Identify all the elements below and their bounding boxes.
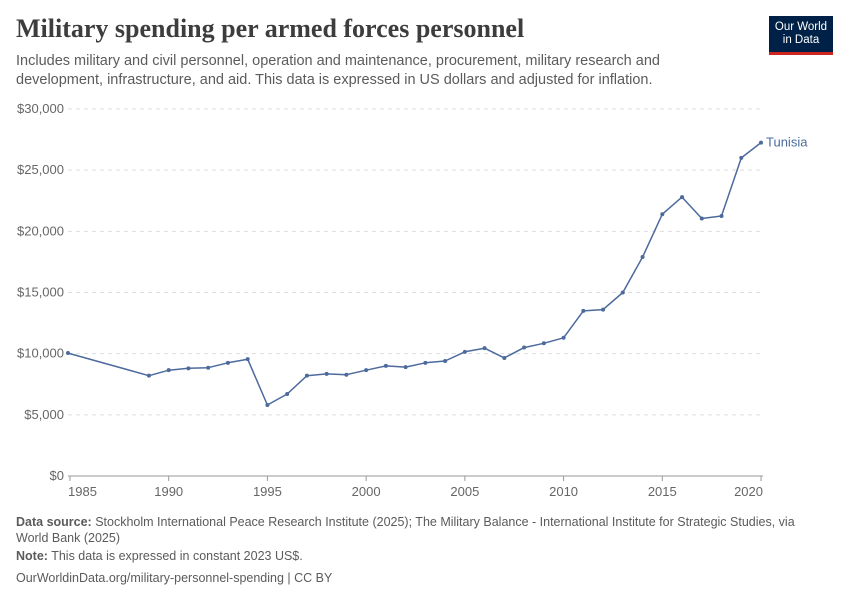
x-tick-label: 1990 xyxy=(154,484,183,499)
data-point xyxy=(561,335,566,340)
data-source-label: Data source: xyxy=(16,515,92,529)
y-tick-label: $20,000 xyxy=(17,223,64,238)
data-point xyxy=(403,365,408,370)
data-point xyxy=(719,214,724,219)
data-point xyxy=(620,290,625,295)
data-point xyxy=(324,371,329,376)
logo-line-2: in Data xyxy=(782,34,820,46)
data-point xyxy=(699,216,704,221)
y-tick-label: $5,000 xyxy=(24,407,64,422)
data-source: Data source: Stockholm International Pea… xyxy=(16,514,816,546)
data-point xyxy=(186,366,191,371)
data-point xyxy=(245,357,250,362)
data-point xyxy=(225,360,230,365)
x-tick-label: 2010 xyxy=(549,484,578,499)
data-point xyxy=(660,212,665,217)
x-tick-label: 1995 xyxy=(253,484,282,499)
data-point xyxy=(739,155,744,160)
data-point xyxy=(680,195,685,200)
y-tick-label: $30,000 xyxy=(17,101,64,116)
data-point xyxy=(344,372,349,377)
chart-title: Military spending per armed forces perso… xyxy=(16,14,525,43)
data-point xyxy=(482,346,487,351)
data-point xyxy=(541,341,546,346)
y-tick-label: $25,000 xyxy=(17,162,64,177)
x-tick-label: 2015 xyxy=(648,484,677,499)
data-point xyxy=(285,392,290,397)
owid-logo[interactable]: Our World in Data xyxy=(769,16,833,55)
data-point xyxy=(581,308,586,313)
data-point xyxy=(383,363,388,368)
data-point xyxy=(146,373,151,378)
data-point xyxy=(423,360,428,365)
data-point xyxy=(640,255,645,260)
data-point xyxy=(502,355,507,360)
logo-line-1: Our World xyxy=(774,21,828,33)
data-point xyxy=(166,368,171,373)
data-source-text: Stockholm International Peace Research I… xyxy=(16,515,795,545)
note: Note: This data is expressed in constant… xyxy=(16,548,303,564)
chart-subtitle: Includes military and civil personnel, o… xyxy=(16,53,660,88)
note-label: Note: xyxy=(16,549,48,563)
data-point xyxy=(66,351,70,356)
data-point xyxy=(601,307,606,312)
data-point xyxy=(443,359,448,364)
y-tick-label: $15,000 xyxy=(17,285,64,300)
x-tick-label: 1985 xyxy=(68,484,97,499)
data-point xyxy=(265,403,270,408)
y-tick-label: $10,000 xyxy=(17,346,64,361)
series-label: Tunisia xyxy=(766,135,808,150)
y-tick-label: $0 xyxy=(50,468,64,483)
source-url-link[interactable]: OurWorldinData.org/military-personnel-sp… xyxy=(16,571,333,585)
data-point xyxy=(759,140,764,145)
note-text: This data is expressed in constant 2023 … xyxy=(51,549,303,563)
data-point xyxy=(206,365,211,370)
x-tick-label: 2005 xyxy=(450,484,479,499)
x-tick-label: 2000 xyxy=(352,484,381,499)
x-tick-label: 2020 xyxy=(734,484,763,499)
data-point xyxy=(462,349,467,354)
data-point xyxy=(364,368,369,373)
data-point xyxy=(304,373,309,378)
series-line-tunisia xyxy=(67,142,762,406)
data-point xyxy=(522,345,527,350)
